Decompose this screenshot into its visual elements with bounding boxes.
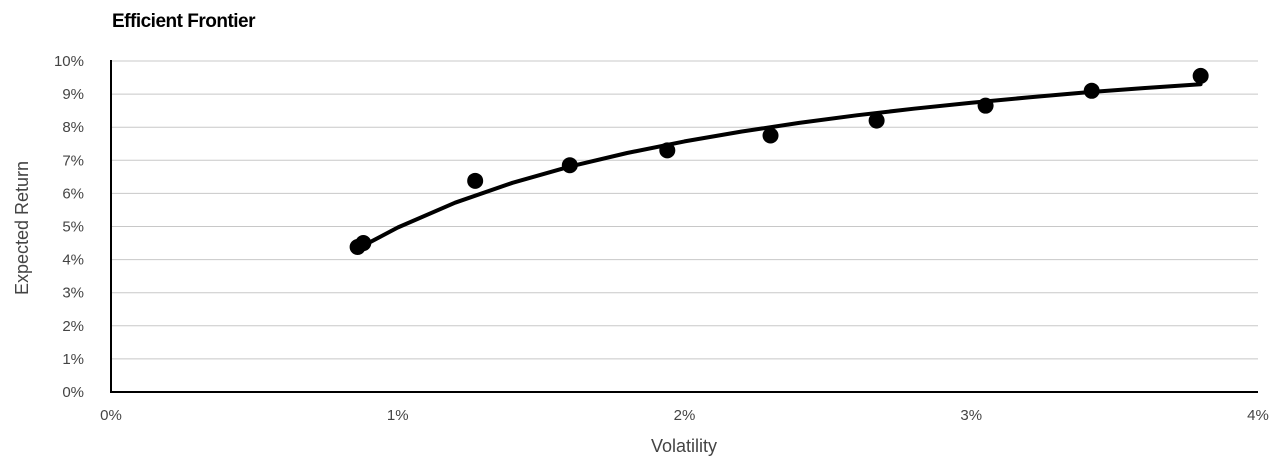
x-axis-title: Volatility — [651, 436, 717, 456]
tick-labels: 0% 1% 2% 3% 4% 5% 6% 7% 8% 9% 10% 0% 1% 2% 3% 4% — [54, 53, 1269, 424]
portfolio-point — [762, 127, 779, 144]
y-tick-label: 10% — [54, 53, 84, 70]
portfolio-point — [659, 142, 676, 159]
y-tick-label: 8% — [62, 119, 84, 136]
chart-title: Efficient Frontier — [112, 11, 256, 32]
portfolio-point — [1083, 82, 1100, 99]
portfolio-point — [355, 235, 372, 252]
data-marks — [349, 67, 1209, 256]
y-tick-label: 4% — [62, 252, 84, 269]
x-tick-label: 4% — [1247, 407, 1269, 424]
y-tick-label: 1% — [62, 351, 84, 368]
portfolio-point — [561, 157, 578, 174]
portfolio-point — [977, 97, 994, 114]
x-tick-label: 3% — [960, 407, 982, 424]
y-tick-label: 9% — [62, 86, 84, 103]
x-tick-label: 0% — [100, 407, 122, 424]
portfolio-point — [1192, 67, 1209, 84]
y-axis-title: Expected Return — [12, 161, 32, 295]
y-tick-label: 3% — [62, 285, 84, 302]
gridlines — [111, 60, 1258, 360]
y-tick-label: 6% — [62, 185, 84, 202]
axes — [110, 60, 1258, 393]
frontier-curve — [355, 82, 1203, 251]
x-tick-label: 2% — [674, 407, 696, 424]
y-tick-label: 7% — [62, 152, 84, 169]
y-tick-label: 0% — [62, 384, 84, 401]
portfolio-point — [868, 112, 885, 129]
y-tick-label: 2% — [62, 318, 84, 335]
portfolio-point — [467, 172, 484, 189]
y-tick-label: 5% — [62, 219, 84, 236]
x-tick-label: 1% — [387, 407, 409, 424]
